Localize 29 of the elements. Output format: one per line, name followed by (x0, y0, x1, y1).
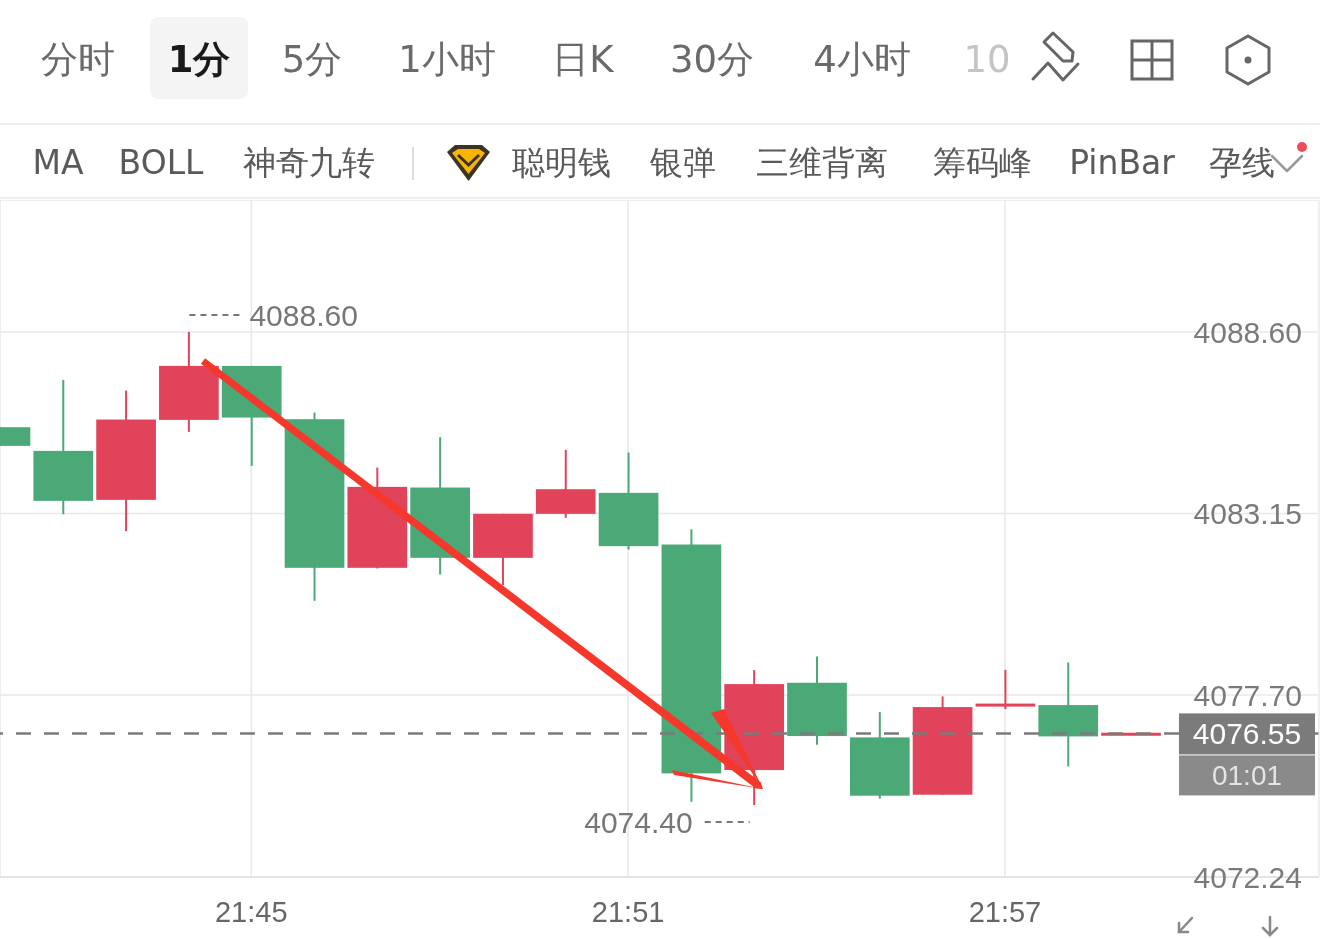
text: 聪明钱 (511, 143, 611, 182)
x-tick-label: 21:45 (214, 895, 288, 928)
candlestick (975, 668, 1036, 711)
annotation: 4088.60 (249, 298, 358, 332)
y-tick-label: 4088.60 (1193, 315, 1302, 349)
text: PinBar (1069, 143, 1175, 182)
text: 30分 (669, 38, 755, 81)
text: 筹码峰 (932, 143, 1032, 182)
text: 4小时 (813, 38, 911, 81)
annotation: 01:01 (1211, 760, 1283, 792)
text: 三维背离 (756, 143, 888, 182)
text: 孕线 (1209, 143, 1275, 182)
text: 神奇九转 (243, 143, 375, 182)
y-tick-label: 4072.24 (1193, 860, 1302, 894)
text: 银弹 (650, 143, 716, 182)
text: 1分 (167, 38, 231, 81)
y-tick-label: 4077.70 (1193, 678, 1302, 712)
ref-line-label: 4076.55 (1192, 717, 1302, 751)
text: 10 (963, 38, 1011, 81)
text: MA (32, 143, 84, 182)
text: 1小时 (398, 38, 496, 81)
text: BOLL (118, 143, 204, 182)
y-tick-label: 4083.15 (1193, 497, 1302, 531)
x-tick-label: 21:51 (591, 895, 665, 928)
annotation: 4074.40 (584, 805, 693, 839)
text: 分时 (41, 38, 115, 81)
text: 5分 (281, 38, 343, 81)
x-tick-label: 21:57 (968, 895, 1042, 928)
text: 日K (552, 38, 614, 81)
